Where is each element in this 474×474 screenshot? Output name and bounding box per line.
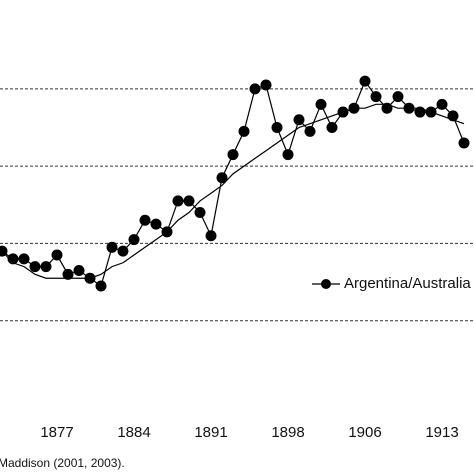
- data-point: [425, 106, 437, 118]
- data-point: [106, 241, 118, 253]
- legend-marker: [321, 279, 331, 289]
- data-point: [227, 149, 239, 161]
- data-point: [326, 122, 338, 134]
- data-point: [29, 261, 41, 273]
- data-point: [73, 264, 85, 276]
- data-point: [293, 114, 305, 126]
- data-point: [260, 79, 272, 91]
- x-tick-label: 1877: [40, 424, 73, 441]
- data-point: [172, 195, 184, 207]
- x-tick-label: 1898: [271, 424, 304, 441]
- trend-line: [1, 103, 465, 279]
- x-tick-label: 1891: [194, 424, 227, 441]
- data-point: [381, 102, 393, 114]
- data-point: [315, 98, 327, 110]
- data-point: [205, 230, 217, 242]
- series-line: [1, 79, 465, 287]
- data-point: [183, 195, 195, 207]
- data-point: [436, 98, 448, 110]
- data-point: [139, 214, 151, 226]
- data-point: [458, 137, 470, 149]
- data-point: [194, 207, 206, 219]
- data-point: [51, 249, 63, 261]
- data-point: [370, 91, 382, 103]
- data-point: [117, 245, 129, 257]
- data-point: [161, 226, 173, 238]
- data-point: [216, 172, 228, 184]
- x-tick-label: 1906: [348, 424, 381, 441]
- data-point: [128, 234, 140, 246]
- data-point: [238, 125, 250, 137]
- data-point: [359, 75, 371, 87]
- data-point: [150, 218, 162, 230]
- data-point: [7, 253, 19, 265]
- data-point: [84, 272, 96, 284]
- data-point: [447, 110, 459, 122]
- data-point: [392, 91, 404, 103]
- data-point: [414, 106, 426, 118]
- data-point: [40, 261, 52, 273]
- data-point: [403, 102, 415, 114]
- data-point: [95, 280, 107, 292]
- data-point: [337, 106, 349, 118]
- data-point: [304, 125, 316, 137]
- data-point: [271, 122, 283, 134]
- data-point: [62, 268, 74, 280]
- legend-label: Argentina/Australia: [344, 275, 471, 292]
- x-tick-label: 1913: [425, 424, 458, 441]
- data-point: [18, 253, 30, 265]
- x-tick-label: 1884: [117, 424, 150, 441]
- source-note: Maddison (2001, 2003).: [0, 456, 125, 470]
- data-point: [282, 149, 294, 161]
- data-point: [0, 245, 8, 257]
- data-point: [348, 102, 360, 114]
- data-point: [249, 83, 261, 95]
